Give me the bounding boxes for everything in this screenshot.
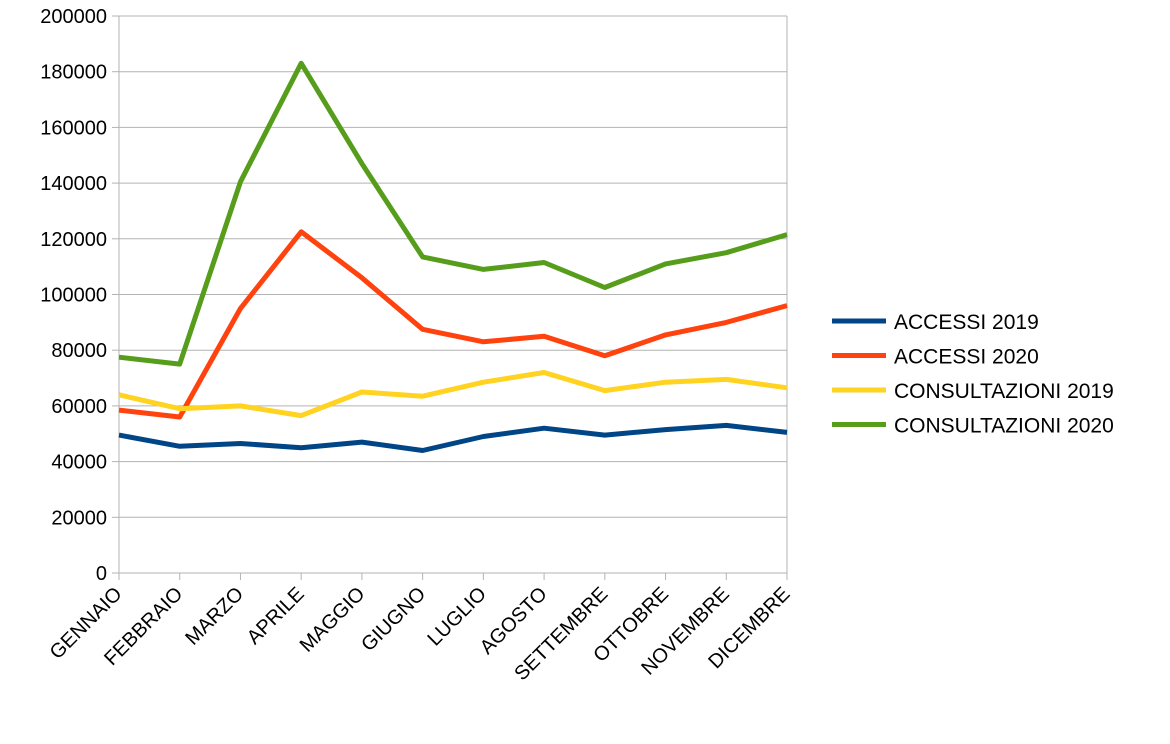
x-tick-label: MAGGIO bbox=[296, 583, 370, 657]
y-tick-label: 40000 bbox=[51, 452, 107, 474]
x-tick-label: MARZO bbox=[181, 583, 248, 650]
legend-label: ACCESSI 2019 bbox=[894, 311, 1039, 334]
y-tick-label: 160000 bbox=[40, 117, 107, 139]
series-lines bbox=[118, 60, 788, 453]
legend-label: CONSULTAZIONI 2019 bbox=[894, 380, 1114, 403]
series-line-3 bbox=[118, 60, 788, 367]
y-tick-label: 0 bbox=[96, 563, 107, 585]
series-line-2 bbox=[118, 370, 788, 419]
series-line-1 bbox=[118, 229, 788, 420]
x-axis-tick-labels: GENNAIOFEBBRAIOMARZOAPRILEMAGGIOGIUGNOLU… bbox=[46, 583, 795, 685]
legend: ACCESSI 2019 ACCESSI 2020 CONSULTAZIONI 20… bbox=[832, 311, 1114, 438]
y-tick-label: 60000 bbox=[51, 396, 107, 418]
y-tick-label: 200000 bbox=[40, 6, 107, 28]
x-tick-label: GIUGNO bbox=[357, 583, 430, 656]
y-tick-label: 80000 bbox=[51, 340, 107, 362]
legend-label: ACCESSI 2020 bbox=[894, 346, 1039, 369]
series-line-0 bbox=[118, 422, 788, 453]
y-axis-tick-labels: 0 20000 40000 60000 80000 100000 120000 140000 1… bbox=[40, 6, 107, 585]
y-tick-label: 180000 bbox=[40, 62, 107, 84]
legend-label: CONSULTAZIONI 2020 bbox=[894, 415, 1114, 438]
y-tick-label: 100000 bbox=[40, 285, 107, 307]
y-tick-label: 140000 bbox=[40, 173, 107, 195]
y-tick-label: 20000 bbox=[51, 507, 107, 529]
axes bbox=[112, 15, 788, 580]
y-tick-label: 120000 bbox=[40, 229, 107, 251]
